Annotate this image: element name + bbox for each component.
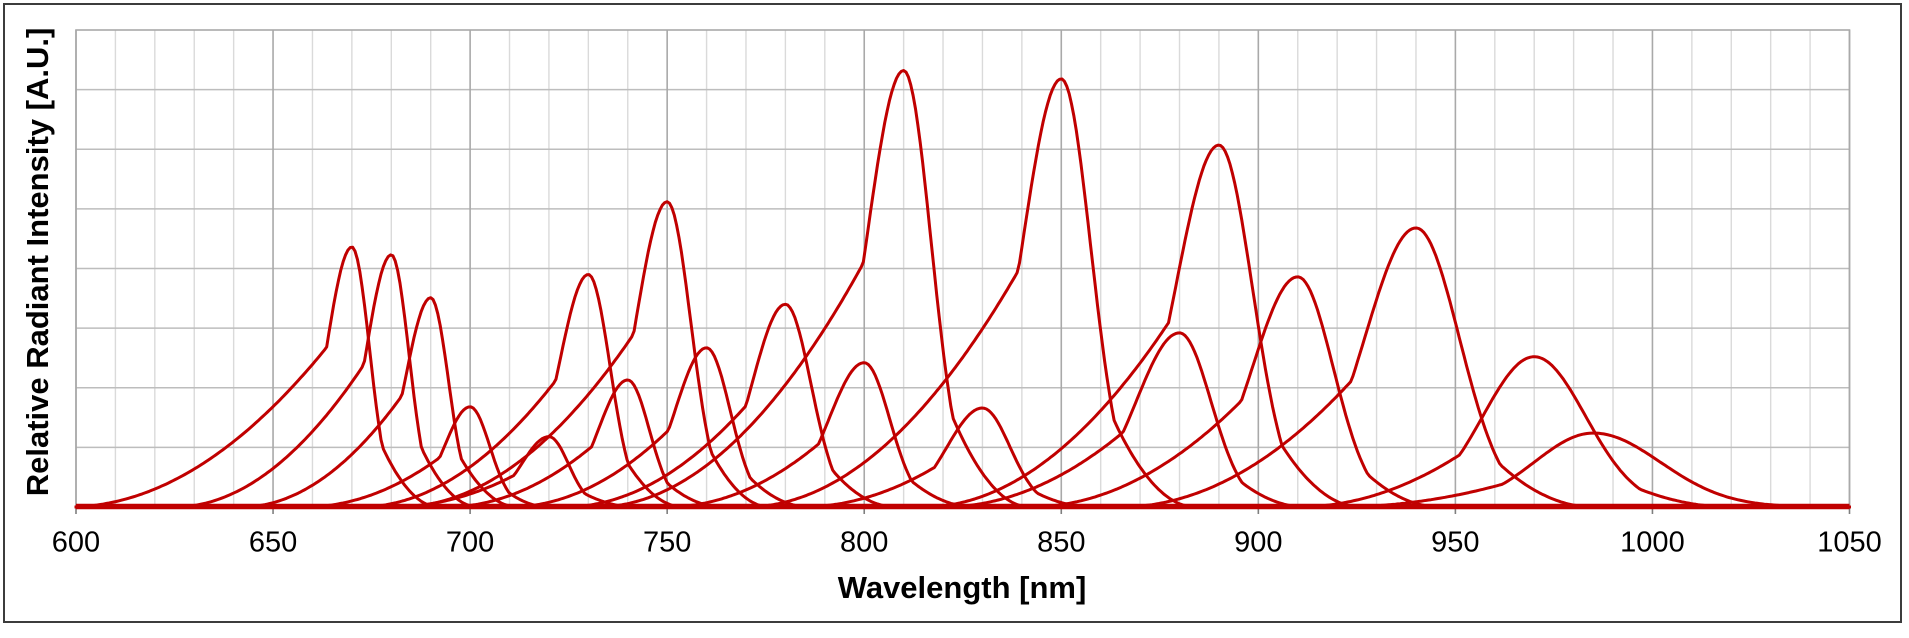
spectrum-curve-780nm bbox=[74, 302, 1851, 509]
x-tick-label-1000: 1000 bbox=[1620, 526, 1685, 559]
x-tick-label-950: 950 bbox=[1431, 526, 1480, 559]
spectrum-curve-680nm bbox=[74, 253, 1851, 509]
spectrum-curve-890nm bbox=[74, 143, 1851, 509]
spectrum-curve-670nm bbox=[74, 245, 1851, 509]
x-tick-label-600: 600 bbox=[51, 526, 101, 559]
spectrum-curve-730nm bbox=[74, 273, 1851, 509]
spectrum-curve-985nm bbox=[74, 431, 1851, 509]
x-tick-label-1050: 1050 bbox=[1817, 526, 1882, 559]
spectrum-curve-740nm bbox=[74, 378, 1851, 509]
spectrum-curve-760nm bbox=[74, 346, 1851, 509]
spectrum-curve-750nm bbox=[74, 200, 1851, 509]
spectrum-curve-850nm bbox=[74, 77, 1851, 509]
spectrum-curve-810nm bbox=[74, 69, 1851, 509]
spectrum-curve-690nm bbox=[74, 296, 1851, 509]
x-tick-label-900: 900 bbox=[1234, 526, 1283, 559]
spectrum-curve-970nm bbox=[74, 355, 1851, 509]
y-axis-title: Relative Radiant Intensity [A.U.] bbox=[20, 27, 55, 497]
x-tick-label-800: 800 bbox=[840, 526, 889, 559]
x-tick-label-700: 700 bbox=[445, 526, 495, 559]
x-tick-label-850: 850 bbox=[1037, 526, 1086, 559]
spectrum-curve-910nm bbox=[74, 275, 1851, 509]
x-tick-label-750: 750 bbox=[642, 526, 692, 559]
x-tick-label-650: 650 bbox=[248, 526, 298, 559]
spectrum-curve-830nm bbox=[74, 406, 1851, 509]
x-axis-title: Wavelength [nm] bbox=[837, 570, 1087, 605]
